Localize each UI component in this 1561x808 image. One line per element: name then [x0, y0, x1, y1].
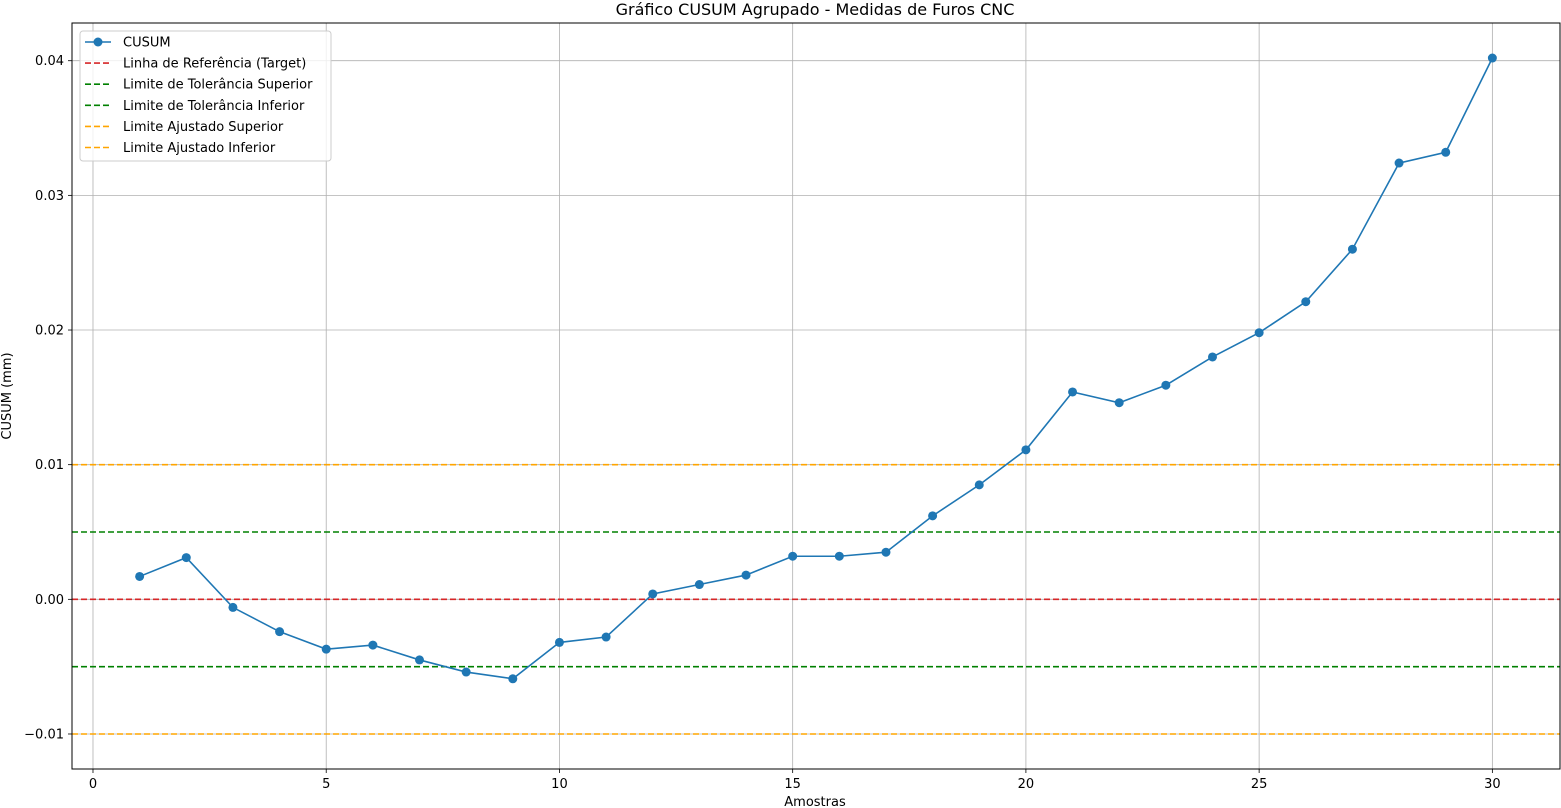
y-tick-label: 0.03: [35, 189, 64, 204]
data-point: [601, 632, 611, 642]
legend-label: Limite de Tolerância Inferior: [123, 99, 305, 114]
data-point: [788, 551, 798, 561]
y-tick-label: 0.00: [35, 593, 64, 608]
y-tick-label: 0.02: [35, 324, 64, 339]
data-point: [1347, 244, 1357, 254]
data-point: [648, 589, 658, 599]
data-point: [834, 551, 844, 561]
chart-title: Gráfico CUSUM Agrupado - Medidas de Furo…: [616, 0, 1015, 19]
data-point: [228, 602, 238, 612]
y-tick-label: −0.01: [24, 727, 64, 742]
data-point: [1441, 147, 1451, 157]
data-point: [1394, 158, 1404, 168]
data-point: [554, 637, 564, 647]
x-tick-label: 25: [1251, 777, 1268, 792]
data-point: [694, 580, 704, 590]
y-tick-label: 0.04: [35, 54, 64, 69]
legend-frame: [79, 30, 332, 162]
data-point: [1114, 398, 1124, 408]
data-point: [508, 674, 518, 684]
series-layer: [135, 53, 1497, 684]
data-point: [275, 627, 285, 637]
data-point: [741, 570, 751, 580]
data-point: [1301, 297, 1311, 307]
legend-label: Limite de Tolerância Superior: [123, 78, 313, 93]
data-point: [415, 655, 425, 665]
data-point: [181, 553, 191, 563]
x-tick-label: 0: [89, 777, 97, 792]
data-point: [1021, 445, 1031, 455]
x-tick-label: 30: [1484, 777, 1501, 792]
series-line: [139, 57, 1494, 680]
plot-area-frame: [71, 22, 1561, 770]
data-point: [135, 571, 145, 581]
data-point: [321, 644, 331, 654]
data-point: [1254, 328, 1264, 338]
legend: CUSUM Linha de Referência (Target) Limite …: [79, 30, 332, 162]
x-axis-ticks: 0 5 10 15 20 25 30: [89, 769, 1501, 792]
legend-label: Limite Ajustado Superior: [123, 120, 284, 135]
data-point: [1068, 387, 1078, 397]
data-point: [1487, 53, 1497, 63]
x-tick-label: 5: [322, 777, 330, 792]
legend-label: CUSUM: [123, 36, 171, 51]
y-axis-ticks: −0.01 0.00 0.01 0.02 0.03 0.04: [24, 54, 72, 742]
x-tick-label: 10: [551, 777, 568, 792]
legend-swatch-marker: [93, 37, 103, 47]
legend-label: Limite Ajustado Inferior: [123, 141, 276, 156]
legend-label: Linha de Referência (Target): [123, 57, 306, 72]
y-axis-label: CUSUM (mm): [0, 352, 15, 439]
x-tick-label: 15: [784, 777, 801, 792]
x-tick-label: 20: [1018, 777, 1035, 792]
x-axis-label: Amostras: [784, 795, 846, 808]
data-point: [461, 667, 471, 677]
reference-lines: [72, 463, 1560, 735]
data-point: [974, 480, 984, 490]
data-point: [928, 511, 938, 521]
data-point: [881, 547, 891, 557]
data-point: [1161, 380, 1171, 390]
y-tick-label: 0.01: [35, 458, 64, 473]
data-point: [368, 640, 378, 650]
data-point: [1207, 352, 1217, 362]
